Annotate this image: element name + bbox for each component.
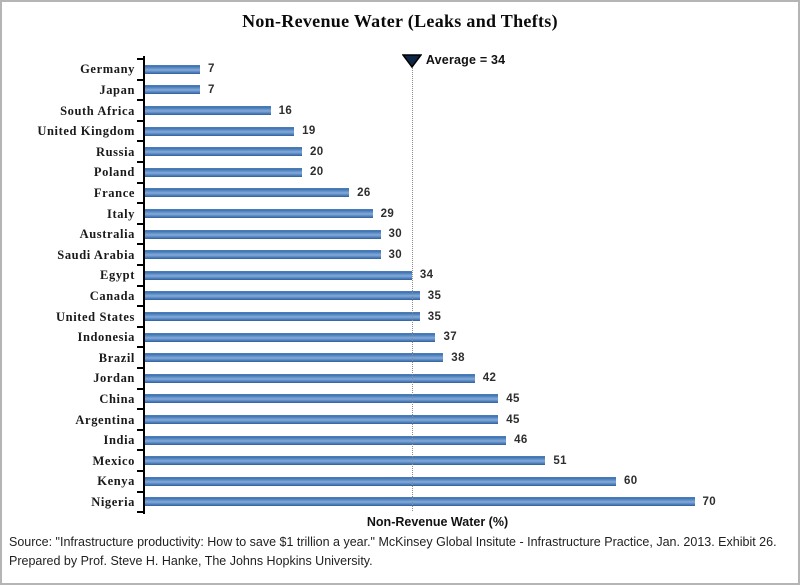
x-axis-label: Non-Revenue Water (%) — [366, 515, 509, 529]
bar — [145, 435, 507, 445]
axis-tick — [137, 222, 144, 225]
value-label: 51 — [553, 454, 567, 467]
value-label: 35 — [427, 310, 442, 323]
bar — [145, 373, 475, 383]
axis-tick — [137, 387, 144, 390]
axis-tick — [137, 119, 144, 122]
category-label: France — [93, 185, 135, 200]
category-label: China — [99, 391, 135, 406]
axis-tick — [137, 325, 144, 328]
category-label: Italy — [107, 206, 135, 221]
bar — [145, 250, 381, 260]
axis-tick — [137, 284, 144, 287]
axis-tick — [137, 202, 144, 205]
category-label: Australia — [79, 227, 135, 242]
category-label: United States — [56, 309, 135, 324]
category-label: Nigeria — [91, 494, 135, 509]
axis-tick — [137, 58, 144, 60]
category-label: South Africa — [60, 103, 135, 118]
axis-tick — [137, 99, 144, 102]
bar — [145, 270, 412, 280]
value-label: 34 — [419, 269, 434, 282]
category-label: Saudi Arabia — [57, 247, 135, 262]
category-label: Mexico — [92, 453, 135, 468]
value-label: 70 — [702, 495, 717, 508]
category-label: Japan — [99, 82, 135, 97]
value-label: 42 — [482, 372, 497, 385]
average-label: Average = 34 — [425, 53, 506, 67]
axis-tick — [137, 511, 144, 514]
source-note: Source: "Infrastructure productivity: Ho… — [9, 533, 798, 571]
bar — [145, 64, 200, 74]
axis-tick — [137, 449, 144, 452]
category-label: Egypt — [100, 268, 135, 283]
category-label: United Kingdom — [37, 124, 135, 139]
axis-tick — [137, 408, 144, 411]
bar — [145, 85, 200, 95]
bar — [145, 497, 695, 507]
axis-tick — [137, 243, 144, 246]
source-line-2: Prepared by Prof. Steve H. Hanke, The Jo… — [9, 554, 373, 568]
category-label: Argentina — [75, 412, 135, 427]
category-label: Canada — [89, 288, 135, 303]
value-label: 30 — [388, 228, 403, 241]
bar — [145, 106, 271, 115]
value-label: 20 — [310, 145, 324, 158]
value-label: 37 — [443, 331, 458, 344]
bar — [145, 394, 499, 404]
bar — [145, 476, 616, 486]
value-label: 46 — [514, 434, 528, 447]
bar — [145, 147, 302, 157]
value-label: 20 — [310, 166, 324, 179]
chart-title: Non-Revenue Water (Leaks and Thefts) — [242, 11, 558, 31]
value-label: 45 — [506, 413, 520, 426]
category-label: Germany — [80, 62, 135, 77]
bar — [145, 229, 381, 239]
source-line-1: Source: "Infrastructure productivity: Ho… — [9, 535, 777, 549]
bar — [145, 167, 302, 177]
category-label: Poland — [93, 165, 135, 180]
average-marker-icon — [401, 54, 422, 68]
axis-tick — [137, 490, 144, 493]
bar — [145, 291, 420, 301]
bar — [145, 209, 373, 218]
bar — [145, 126, 295, 136]
axis-tick — [137, 78, 144, 81]
average-line — [411, 68, 413, 511]
axis-tick — [137, 264, 144, 266]
axis-tick — [137, 161, 144, 163]
axis-tick — [137, 181, 144, 184]
y-axis-line — [143, 56, 145, 514]
bar — [145, 353, 444, 363]
value-label: 26 — [357, 186, 371, 199]
axis-tick — [137, 305, 144, 308]
axis-tick — [137, 470, 144, 472]
bar — [145, 456, 546, 466]
category-label: India — [103, 433, 135, 448]
value-label: 60 — [624, 475, 638, 488]
category-label: Kenya — [97, 474, 135, 489]
value-label: 45 — [506, 392, 520, 405]
bar — [145, 332, 436, 342]
value-label: 38 — [451, 351, 465, 364]
axis-tick — [137, 428, 144, 431]
value-label: 7 — [207, 63, 215, 76]
axis-tick — [137, 140, 144, 143]
category-label: Russia — [95, 144, 135, 159]
value-label: 19 — [302, 125, 316, 138]
value-label: 29 — [380, 207, 395, 220]
category-label: Jordan — [93, 371, 135, 386]
axis-tick — [137, 346, 144, 349]
value-label: 30 — [388, 248, 403, 261]
bar — [145, 415, 499, 424]
axis-tick — [137, 367, 144, 369]
value-label: 35 — [427, 289, 442, 302]
value-label: 7 — [207, 83, 215, 96]
category-label: Brazil — [98, 350, 135, 365]
value-label: 16 — [278, 104, 293, 117]
bar — [145, 188, 350, 198]
bar — [145, 312, 420, 321]
category-label: Indonesia — [77, 330, 135, 345]
